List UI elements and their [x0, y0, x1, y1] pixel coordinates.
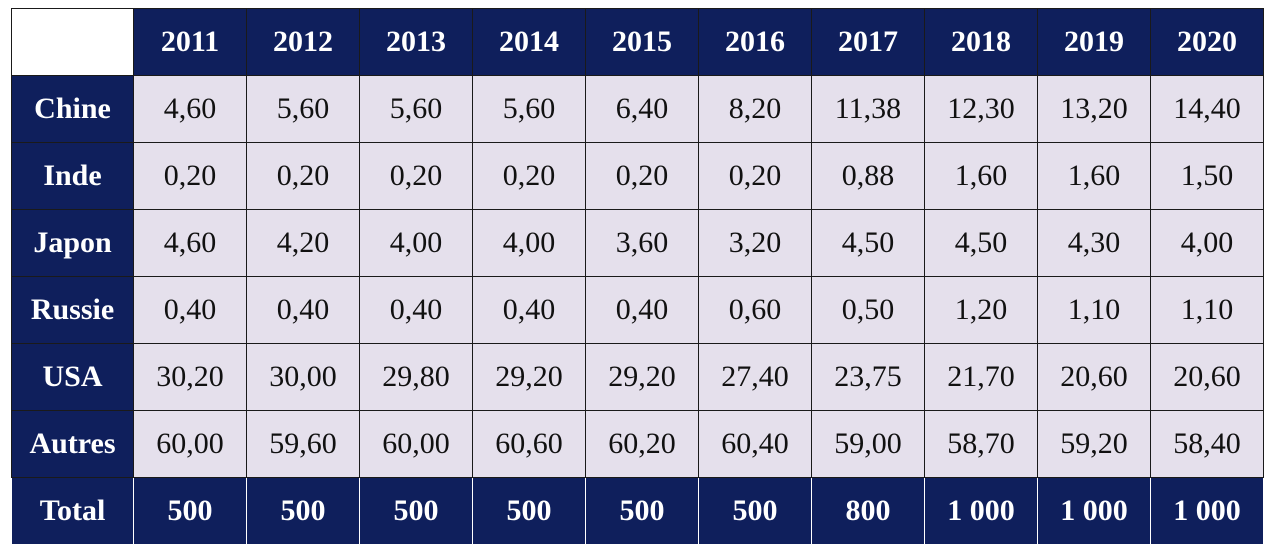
- table-cell: 0,40: [133, 276, 247, 344]
- table-cell: 6,40: [585, 75, 699, 143]
- table-cell: 20,60: [1037, 343, 1151, 411]
- table-cell: 59,20: [1037, 410, 1151, 478]
- table-cell: 5,60: [246, 75, 360, 143]
- table-cell: 27,40: [698, 343, 812, 411]
- total-cell: 500: [585, 477, 699, 545]
- row-label: Japon: [11, 209, 134, 277]
- table-cell: 58,40: [1150, 410, 1264, 478]
- table-cell: 13,20: [1037, 75, 1151, 143]
- total-cell: 500: [472, 477, 586, 545]
- table-cell: 59,60: [246, 410, 360, 478]
- table-cell: 58,70: [924, 410, 1038, 478]
- table-row: USA 30,20 30,00 29,80 29,20 29,20 27,40 …: [11, 343, 1264, 411]
- table-cell: 0,40: [246, 276, 360, 344]
- year-header: 2016: [698, 8, 812, 76]
- table-cell: 4,50: [811, 209, 925, 277]
- total-cell: 500: [133, 477, 247, 545]
- total-cell: 1 000: [1150, 477, 1264, 545]
- table-row: Chine 4,60 5,60 5,60 5,60 6,40 8,20 11,3…: [11, 75, 1264, 143]
- total-label: Total: [11, 477, 134, 545]
- table-cell: 30,00: [246, 343, 360, 411]
- table-row: Japon 4,60 4,20 4,00 4,00 3,60 3,20 4,50…: [11, 209, 1264, 277]
- table-cell: 0,20: [585, 142, 699, 210]
- table-cell: 0,88: [811, 142, 925, 210]
- year-header: 2014: [472, 8, 586, 76]
- table-cell: 0,40: [472, 276, 586, 344]
- table-cell: 14,40: [1150, 75, 1264, 143]
- data-table: 2011 2012 2013 2014 2015 2016 2017 2018 …: [11, 8, 1264, 545]
- row-label: Russie: [11, 276, 134, 344]
- total-row: Total 500 500 500 500 500 500 800 1 000 …: [11, 477, 1264, 545]
- table-cell: 0,40: [359, 276, 473, 344]
- total-cell: 500: [698, 477, 812, 545]
- table-cell: 8,20: [698, 75, 812, 143]
- total-cell: 1 000: [924, 477, 1038, 545]
- corner-cell: [11, 8, 134, 76]
- table-cell: 5,60: [472, 75, 586, 143]
- table-cell: 23,75: [811, 343, 925, 411]
- table-cell: 0,50: [811, 276, 925, 344]
- table-row: Inde 0,20 0,20 0,20 0,20 0,20 0,20 0,88 …: [11, 142, 1264, 210]
- table-row: Russie 0,40 0,40 0,40 0,40 0,40 0,60 0,5…: [11, 276, 1264, 344]
- table-cell: 11,38: [811, 75, 925, 143]
- table-cell: 29,20: [585, 343, 699, 411]
- table-cell: 60,20: [585, 410, 699, 478]
- table-cell: 30,20: [133, 343, 247, 411]
- table-cell: 1,60: [924, 142, 1038, 210]
- table-row: Autres 60,00 59,60 60,00 60,60 60,20 60,…: [11, 410, 1264, 478]
- table-cell: 29,20: [472, 343, 586, 411]
- table-cell: 3,20: [698, 209, 812, 277]
- total-cell: 1 000: [1037, 477, 1151, 545]
- table-cell: 1,60: [1037, 142, 1151, 210]
- table-cell: 4,60: [133, 209, 247, 277]
- table-cell: 21,70: [924, 343, 1038, 411]
- total-cell: 800: [811, 477, 925, 545]
- table-cell: 0,20: [472, 142, 586, 210]
- table-cell: 5,60: [359, 75, 473, 143]
- table-cell: 12,30: [924, 75, 1038, 143]
- year-header: 2019: [1037, 8, 1151, 76]
- table-cell: 3,60: [585, 209, 699, 277]
- table-cell: 60,60: [472, 410, 586, 478]
- total-cell: 500: [359, 477, 473, 545]
- row-label: Autres: [11, 410, 134, 478]
- table-cell: 4,00: [1150, 209, 1264, 277]
- table-cell: 1,50: [1150, 142, 1264, 210]
- year-header: 2020: [1150, 8, 1264, 76]
- table-cell: 0,20: [133, 142, 247, 210]
- table-cell: 60,00: [359, 410, 473, 478]
- table-cell: 60,40: [698, 410, 812, 478]
- year-header: 2018: [924, 8, 1038, 76]
- table-cell: 60,00: [133, 410, 247, 478]
- table-cell: 4,60: [133, 75, 247, 143]
- table-cell: 4,30: [1037, 209, 1151, 277]
- table-cell: 0,40: [585, 276, 699, 344]
- header-row: 2011 2012 2013 2014 2015 2016 2017 2018 …: [11, 8, 1264, 76]
- table-cell: 59,00: [811, 410, 925, 478]
- table-cell: 1,10: [1037, 276, 1151, 344]
- year-header: 2015: [585, 8, 699, 76]
- table-cell: 0,20: [246, 142, 360, 210]
- year-header: 2011: [133, 8, 247, 76]
- table-cell: 1,20: [924, 276, 1038, 344]
- year-header: 2017: [811, 8, 925, 76]
- row-label: USA: [11, 343, 134, 411]
- table-cell: 29,80: [359, 343, 473, 411]
- table-cell: 4,50: [924, 209, 1038, 277]
- table-cell: 20,60: [1150, 343, 1264, 411]
- table-cell: 0,20: [698, 142, 812, 210]
- table-cell: 0,20: [359, 142, 473, 210]
- table-cell: 4,00: [359, 209, 473, 277]
- year-header: 2013: [359, 8, 473, 76]
- table-cell: 1,10: [1150, 276, 1264, 344]
- year-header: 2012: [246, 8, 360, 76]
- row-label: Chine: [11, 75, 134, 143]
- table-cell: 4,20: [246, 209, 360, 277]
- table-cell: 0,60: [698, 276, 812, 344]
- table-cell: 4,00: [472, 209, 586, 277]
- total-cell: 500: [246, 477, 360, 545]
- row-label: Inde: [11, 142, 134, 210]
